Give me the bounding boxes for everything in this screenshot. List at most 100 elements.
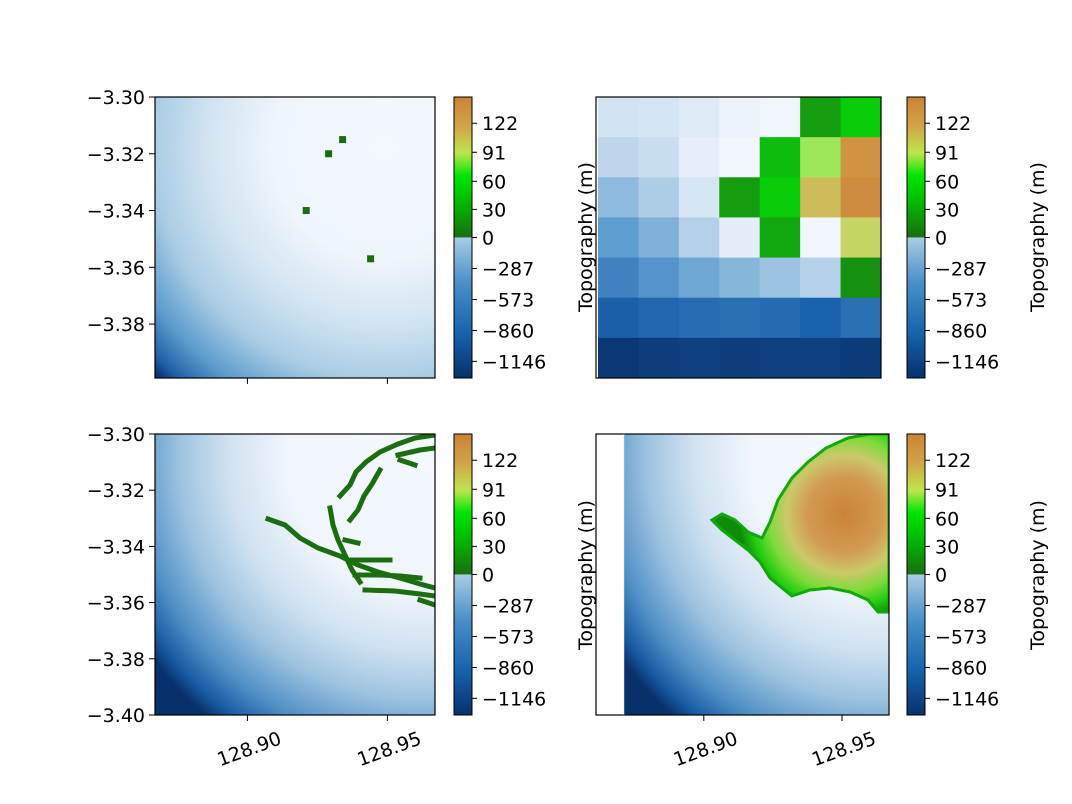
cell-r0-c2: [678, 97, 720, 138]
cell-r1-c3: [719, 137, 761, 178]
colorbar-top-left: 122 91 60 30 0 −287 −573 −860 −1146: [453, 96, 546, 379]
colorbar-tick-label-br-7: −860: [935, 657, 987, 679]
y-tick-label-bl-2: −3.34: [87, 536, 145, 558]
panel-top-right: Topography (m): [575, 96, 882, 379]
colorbar-tick-label-br-1: 91: [935, 479, 959, 501]
cell-r1-c0: [598, 137, 639, 178]
cell-r0-c0: [598, 97, 639, 138]
colorbar-tick-label-br-5: −287: [935, 596, 987, 618]
x-tick-label-bl-0: 128.90: [214, 728, 284, 771]
colorbar-tick-label-tl-2: 60: [482, 171, 506, 193]
x-tick-label-br-1: 128.95: [809, 728, 879, 771]
axes-frame-bottom-left: [154, 433, 436, 716]
colorbar-tick-label-tl-7: −860: [482, 320, 534, 342]
colorbar-tick-label-tl-0: 122: [482, 113, 518, 135]
colorbar-tick-label-tr-4: 0: [935, 228, 947, 250]
cell-r2-c6: [840, 177, 882, 218]
colorbar-tick-label-bl-3: 30: [482, 536, 506, 558]
cell-r1-c4: [759, 137, 801, 178]
ocean-field-top-left: [155, 97, 435, 378]
colorbar-tick-label-bl-6: −573: [482, 626, 534, 648]
cell-r4-c2: [678, 257, 720, 299]
x-tick-label-bl-1: 128.95: [354, 728, 424, 771]
cell-r5-c1: [638, 297, 680, 339]
cell-r5-c2: [678, 297, 720, 339]
cell-r6-c0: [598, 337, 639, 379]
y-axis-bottom-left: −3.30 −3.32 −3.34 −3.36 −3.38 −3.40: [87, 424, 155, 727]
cell-r3-c5: [800, 217, 842, 259]
cell-r3-c4: [759, 217, 801, 259]
colorbar-label-bottom-right: Topography (m): [1027, 500, 1049, 651]
cell-r6-c4: [759, 337, 801, 379]
x-axis-bottom-left: 128.90 128.95: [214, 715, 424, 771]
colorbar-tick-label-tr-7: −860: [935, 320, 987, 342]
colorbar-tick-label-tl-5: −287: [482, 259, 534, 281]
axes-frame-top-left: [154, 96, 436, 379]
colorbar-tick-label-tr-8: −1146: [935, 351, 999, 373]
cell-r0-c3: [719, 97, 761, 138]
y-tick-label-bl-3: −3.36: [87, 593, 145, 615]
x-axis-bottom-right: 128.90 128.95: [671, 715, 879, 771]
ylabel-bottom-right: Topography (m): [575, 500, 597, 651]
cell-r3-c0: [598, 217, 639, 259]
cell-r2-c1: [638, 177, 680, 218]
colorbar-tick-label-bl-8: −1146: [482, 688, 546, 710]
cell-r5-c0: [598, 297, 639, 339]
colorbar-tick-label-tr-3: 30: [935, 199, 959, 221]
cell-r0-c5: [800, 97, 842, 138]
cell-r1-c2: [678, 137, 720, 178]
colorbar-bar-bl: [453, 433, 473, 716]
colorbar-tick-label-tr-6: −573: [935, 289, 987, 311]
colorbar-top-right: 122 91 60 30 0 −287 −573 −860 −1146: [906, 96, 999, 379]
cell-r0-c6: [840, 97, 882, 138]
colorbar-tick-label-br-0: 122: [935, 450, 971, 472]
colorbar-tick-label-br-3: 30: [935, 536, 959, 558]
colorbar-tick-label-tl-6: −573: [482, 289, 534, 311]
y-tick-label-bl-0: −3.30: [87, 424, 145, 446]
cell-r4-c0: [598, 257, 639, 299]
cell-r6-c2: [678, 337, 720, 379]
colorbar-tick-label-bl-2: 60: [482, 508, 506, 530]
land-point-1: [325, 150, 333, 158]
axes-frame-top-right: [595, 96, 882, 379]
colorbar-tick-label-tr-1: 91: [935, 142, 959, 164]
axes-frame-bottom-right: [595, 433, 890, 716]
colorbar-tick-label-tl-4: 0: [482, 228, 494, 250]
cell-r6-c5: [800, 337, 842, 379]
colorbar-tick-label-bl-5: −287: [482, 596, 534, 618]
cell-r4-c5: [800, 257, 842, 299]
y-tick-label-tl-2: −3.34: [87, 201, 145, 223]
colorbar-bar-br: [906, 433, 926, 716]
land-point-3: [367, 255, 375, 263]
y-tick-label-tl-4: −3.38: [87, 314, 145, 336]
island-bottom-right: [709, 434, 889, 614]
colorbar-bottom-left: 122 91 60 30 0 −287 −573 −860 −1146: [453, 433, 546, 716]
cell-r3-c3: [719, 217, 761, 259]
cell-r6-c6: [840, 337, 882, 379]
island-shape: [709, 434, 889, 614]
cell-r3-c1: [638, 217, 680, 259]
y-tick-label-bl-4: −3.38: [87, 649, 145, 671]
cell-r1-c1: [638, 137, 680, 178]
colorbar-tick-label-bl-7: −860: [482, 657, 534, 679]
cell-r1-c5: [800, 137, 842, 178]
cell-r0-c1: [638, 97, 680, 138]
panel-bottom-right: Topography (m) 128.90 128.95: [575, 433, 890, 771]
y-tick-label-tl-0: −3.30: [87, 87, 145, 109]
cell-r2-c2: [678, 177, 720, 218]
y-axis-top-left: −3.30 −3.32 −3.34 −3.36 −3.38: [87, 87, 155, 336]
cell-r5-c3: [719, 297, 761, 339]
land-points-top-left: [302, 136, 375, 263]
cell-r3-c6: [840, 217, 882, 259]
land-mask-bottom-left: [264, 434, 435, 608]
y-tick-label-tl-1: −3.32: [87, 144, 145, 166]
colorbar-tick-label-tr-2: 60: [935, 171, 959, 193]
panel-top-left: −3.30 −3.32 −3.34 −3.36 −3.38: [87, 87, 436, 384]
cell-r5-c6: [840, 297, 882, 339]
colorbar-tick-label-tr-0: 122: [935, 113, 971, 135]
colorbar-label-top-right: Topography (m): [1027, 162, 1049, 313]
cell-r4-c6: [840, 257, 882, 299]
colorbar-tick-label-bl-1: 91: [482, 479, 506, 501]
land-point-2: [302, 207, 310, 215]
